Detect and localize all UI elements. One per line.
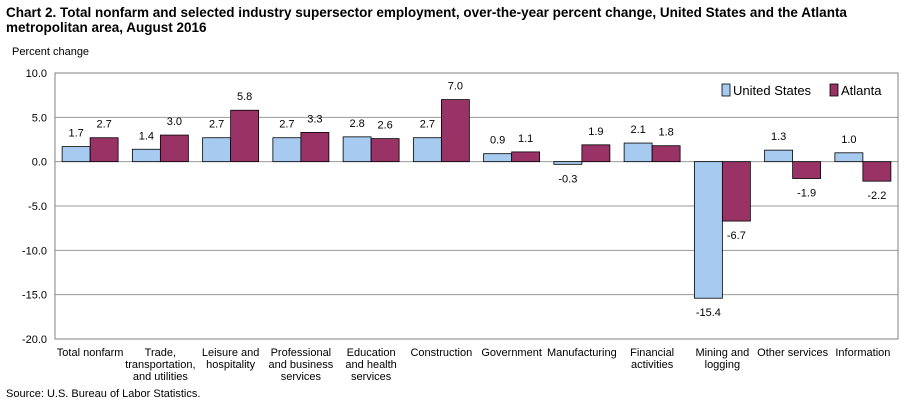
x-tick-label-line: services <box>351 371 392 383</box>
data-label: 2.7 <box>209 119 224 131</box>
y-tick-label: -5.0 <box>28 201 47 213</box>
x-tick-label: Trade, transportation, and utilities <box>125 347 195 383</box>
y-tick-label: 0.0 <box>32 157 47 169</box>
bar-atlanta <box>792 161 822 179</box>
data-label: 1.1 <box>518 133 533 145</box>
legend-label: United States <box>733 83 812 98</box>
x-tick-label-line: and business <box>268 359 333 371</box>
bar-atlanta <box>511 151 541 163</box>
y-axis-label: Percent change <box>12 46 90 58</box>
bar-united-states <box>202 137 232 163</box>
x-tick-label-line: Mining and <box>695 347 749 359</box>
data-label: 2.7 <box>420 119 435 131</box>
bar-atlanta <box>721 161 751 222</box>
data-label: 7.0 <box>448 81 463 93</box>
data-label: -1.9 <box>797 188 816 200</box>
bar-atlanta <box>440 99 470 163</box>
legend-swatch <box>721 83 731 97</box>
bar-united-states <box>412 137 442 163</box>
x-tick-label-line: and utilities <box>133 371 189 383</box>
data-label: 3.3 <box>307 113 322 125</box>
bar-united-states <box>483 153 513 163</box>
x-tick-label: Professional and business services <box>268 347 333 383</box>
bar-united-states <box>553 161 583 165</box>
bar-united-states <box>272 137 302 163</box>
bar-united-states <box>61 146 91 163</box>
bar-atlanta <box>370 138 400 163</box>
data-label: -15.4 <box>696 307 721 319</box>
data-label: 5.8 <box>237 91 252 103</box>
data-label: -6.7 <box>727 230 746 242</box>
x-tick-label-line: Manufacturing <box>547 347 617 359</box>
bar-united-states <box>693 161 723 299</box>
data-label: 1.0 <box>841 134 856 146</box>
data-label: 1.7 <box>68 128 83 140</box>
x-tick-label-line: Financial <box>630 347 674 359</box>
source-note: Source: U.S. Bureau of Labor Statistics. <box>6 388 201 400</box>
x-tick-label-line: logging <box>705 359 740 371</box>
x-tick-label: Other services <box>757 347 828 359</box>
legend-swatch <box>829 83 839 97</box>
x-tick-label: Information <box>835 347 890 359</box>
data-label: -2.2 <box>867 190 886 202</box>
data-label: 2.6 <box>377 120 392 132</box>
bar-atlanta <box>159 134 189 163</box>
x-tick-label-line: Professional <box>271 347 332 359</box>
x-tick-label-line: and health <box>345 359 396 371</box>
x-tick-label: Financial activities <box>630 347 674 371</box>
bar-united-states <box>131 148 161 163</box>
bar-atlanta <box>651 145 681 163</box>
x-tick-label: Construction <box>410 347 472 359</box>
legend-label: Atlanta <box>841 83 882 98</box>
bar-atlanta <box>300 132 330 163</box>
y-tick-label: -20.0 <box>22 334 47 346</box>
data-label: 3.0 <box>167 116 182 128</box>
x-tick-label: Total nonfarm <box>57 347 124 359</box>
bar-united-states <box>623 142 653 163</box>
x-tick-label: Education and health services <box>345 347 396 383</box>
data-label: 1.8 <box>658 127 673 139</box>
data-label: 2.7 <box>96 119 111 131</box>
bar-united-states <box>342 136 372 163</box>
x-tick-label-line: Education <box>347 347 396 359</box>
bar-united-states <box>764 149 794 163</box>
data-label: -0.3 <box>558 173 577 185</box>
data-label: 0.9 <box>490 135 505 147</box>
x-tick-label-line: Other services <box>757 347 828 359</box>
y-tick-label: 10.0 <box>26 68 47 80</box>
x-tick-label-line: activities <box>631 359 674 371</box>
bar-atlanta <box>862 161 892 182</box>
data-label: 2.1 <box>630 124 645 136</box>
x-tick-label-line: Information <box>835 347 890 359</box>
data-label: 2.8 <box>349 118 364 130</box>
bar-atlanta <box>581 144 611 163</box>
bar-atlanta <box>230 109 260 163</box>
chart-title: Chart 2. Total nonfarm and selected indu… <box>6 5 847 35</box>
x-tick-label-line: Construction <box>410 347 472 359</box>
y-tick-label: 5.0 <box>32 112 47 124</box>
data-label: 2.7 <box>279 119 294 131</box>
x-tick-label-line: services <box>281 371 322 383</box>
bar-atlanta <box>89 137 119 163</box>
y-tick-label: -10.0 <box>22 245 47 257</box>
bar-united-states <box>834 152 864 163</box>
data-label: 1.9 <box>588 126 603 138</box>
x-tick-label-line: Total nonfarm <box>57 347 124 359</box>
data-label: 1.3 <box>771 131 786 143</box>
x-tick-label-line: Government <box>481 347 542 359</box>
x-tick-label-line: Trade, <box>145 347 176 359</box>
x-tick-label-line: hospitality <box>206 359 255 371</box>
x-tick-label: Government <box>481 347 542 359</box>
plot-area-border <box>54 72 899 340</box>
x-tick-label: Manufacturing <box>547 347 617 359</box>
y-tick-label: -15.0 <box>22 290 47 302</box>
data-label: 1.4 <box>139 130 154 142</box>
x-tick-label: Mining and logging <box>695 347 749 371</box>
x-tick-label-line: transportation, <box>125 359 195 371</box>
x-tick-label-line: Leisure and <box>202 347 260 359</box>
x-tick-label: Leisure and hospitality <box>202 347 260 371</box>
